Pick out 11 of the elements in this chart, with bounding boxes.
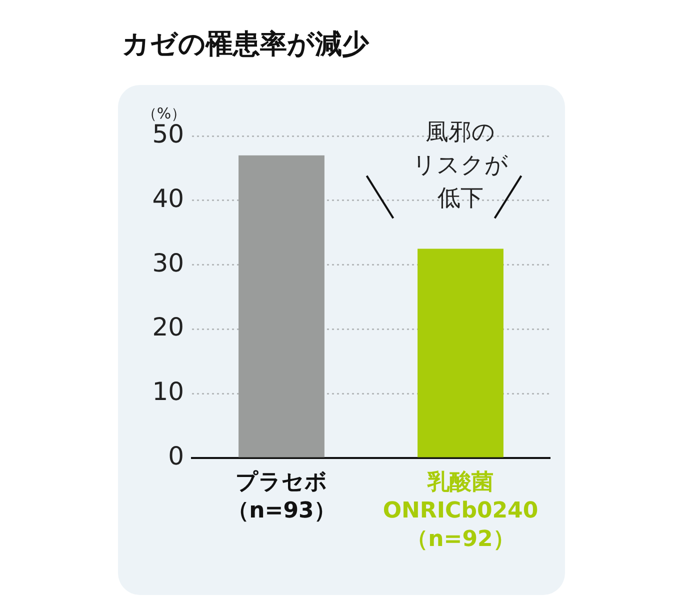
x-tick-label: プラセボ（n=93） xyxy=(227,470,336,524)
annotation: 風邪のリスクが低下 xyxy=(412,119,508,212)
y-tick-label: 20 xyxy=(152,312,184,342)
y-tick-label: 40 xyxy=(152,184,184,213)
y-tick-label: 50 xyxy=(152,120,184,148)
y-axis-title: （%） xyxy=(142,104,186,122)
y-tick-label: 0 xyxy=(168,442,184,470)
y-tick-label: 10 xyxy=(152,377,184,406)
x-tick-label: 乳酸菌ONRICb0240（n=92） xyxy=(382,470,538,552)
chart-title: カゼの罹患率が減少 xyxy=(122,28,369,62)
y-tick-label: 30 xyxy=(152,248,184,278)
